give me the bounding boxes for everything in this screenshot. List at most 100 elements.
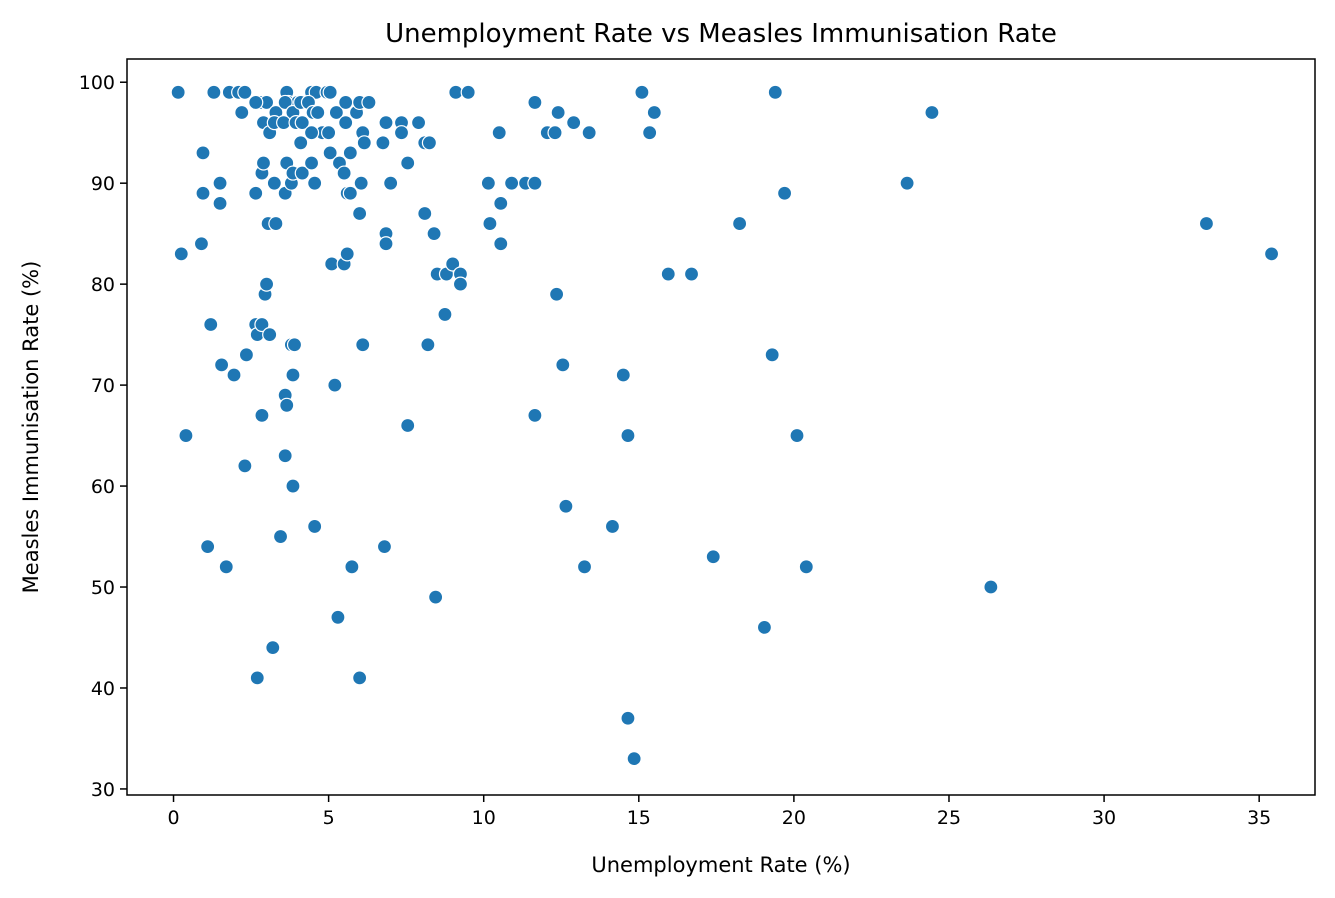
data-point bbox=[307, 175, 323, 191]
data-point bbox=[642, 125, 658, 141]
data-point bbox=[303, 155, 320, 171]
x-tick-label: 20 bbox=[782, 807, 806, 829]
data-point bbox=[238, 347, 255, 363]
data-point bbox=[178, 427, 194, 444]
data-point bbox=[206, 84, 222, 100]
data-point bbox=[705, 549, 721, 565]
data-point bbox=[342, 145, 358, 161]
data-point bbox=[491, 125, 507, 141]
data-point bbox=[322, 84, 338, 100]
data-point bbox=[237, 458, 253, 474]
y-tick-label: 100 bbox=[79, 72, 115, 94]
data-point bbox=[547, 125, 563, 141]
data-point bbox=[798, 559, 814, 575]
chart-title: Unemployment Rate vs Measles Immunisatio… bbox=[385, 19, 1057, 49]
data-point bbox=[285, 367, 301, 383]
x-tick-label: 35 bbox=[1247, 807, 1271, 829]
data-point bbox=[352, 205, 368, 222]
data-point bbox=[249, 670, 265, 686]
data-point bbox=[262, 327, 278, 343]
x-tick-label: 0 bbox=[167, 807, 179, 829]
data-point bbox=[339, 246, 355, 262]
data-point bbox=[421, 135, 438, 151]
data-point bbox=[237, 84, 253, 100]
data-point bbox=[255, 155, 272, 171]
data-point bbox=[310, 104, 326, 121]
data-point bbox=[615, 367, 631, 383]
data-point bbox=[420, 337, 436, 353]
y-tick-label: 70 bbox=[91, 375, 115, 397]
x-tick-label: 10 bbox=[472, 807, 496, 829]
data-point bbox=[303, 125, 320, 141]
plot-frame bbox=[126, 58, 1316, 796]
data-point bbox=[203, 316, 219, 333]
data-point bbox=[646, 104, 662, 121]
data-point bbox=[1198, 215, 1215, 232]
data-point bbox=[293, 135, 309, 151]
data-point bbox=[764, 347, 780, 363]
data-point bbox=[214, 357, 230, 373]
data-point bbox=[527, 94, 543, 111]
data-point bbox=[480, 175, 496, 191]
data-point bbox=[504, 175, 520, 191]
data-point bbox=[493, 195, 509, 211]
data-point bbox=[279, 397, 295, 413]
data-point bbox=[268, 215, 284, 232]
data-point bbox=[212, 175, 228, 191]
data-point bbox=[170, 84, 186, 100]
data-point bbox=[983, 579, 999, 595]
data-point bbox=[776, 185, 793, 201]
data-point bbox=[254, 316, 270, 333]
data-point bbox=[338, 94, 354, 111]
data-point bbox=[549, 286, 565, 302]
data-point bbox=[378, 115, 394, 131]
data-point bbox=[375, 135, 391, 151]
data-point bbox=[195, 185, 211, 201]
data-point bbox=[193, 236, 210, 252]
y-tick-label: 60 bbox=[91, 476, 115, 498]
data-point bbox=[417, 205, 433, 222]
data-point bbox=[555, 357, 571, 373]
data-point bbox=[527, 175, 543, 191]
data-point bbox=[634, 84, 650, 100]
data-point bbox=[234, 104, 250, 121]
data-point bbox=[321, 125, 337, 141]
data-point bbox=[445, 256, 461, 272]
data-point bbox=[344, 559, 360, 575]
data-point bbox=[660, 266, 676, 282]
data-point bbox=[265, 639, 281, 656]
data-point bbox=[558, 498, 574, 514]
x-axis-label: Unemployment Rate (%) bbox=[591, 853, 850, 877]
data-point bbox=[328, 104, 344, 121]
data-point bbox=[327, 377, 343, 393]
data-point bbox=[248, 94, 264, 111]
data-point bbox=[355, 337, 371, 353]
data-point bbox=[437, 306, 453, 323]
data-point bbox=[604, 518, 621, 535]
data-point bbox=[294, 165, 310, 181]
data-point bbox=[352, 670, 368, 686]
data-point bbox=[452, 276, 469, 292]
data-point bbox=[756, 619, 773, 636]
data-point bbox=[356, 135, 372, 151]
y-axis: 30 40 50 60 70 80 90 100 bbox=[79, 72, 127, 801]
data-point bbox=[566, 115, 582, 131]
data-point bbox=[924, 104, 940, 121]
data-point bbox=[576, 559, 593, 575]
data-point bbox=[277, 448, 293, 464]
y-axis-label: Measles Immunisation Rate (%) bbox=[19, 261, 43, 594]
data-point bbox=[410, 115, 427, 131]
x-axis: 0 5 10 15 20 25 30 35 bbox=[167, 795, 1271, 829]
data-point bbox=[342, 185, 358, 201]
data-point bbox=[322, 145, 338, 161]
x-tick-label: 25 bbox=[937, 807, 961, 829]
data-point bbox=[393, 125, 410, 141]
data-point bbox=[626, 751, 642, 767]
y-tick-label: 40 bbox=[91, 678, 115, 700]
data-point bbox=[400, 417, 416, 434]
data-point bbox=[527, 407, 543, 423]
data-point bbox=[266, 175, 282, 191]
data-point bbox=[195, 145, 211, 161]
data-point bbox=[258, 276, 275, 292]
data-point bbox=[899, 175, 915, 191]
